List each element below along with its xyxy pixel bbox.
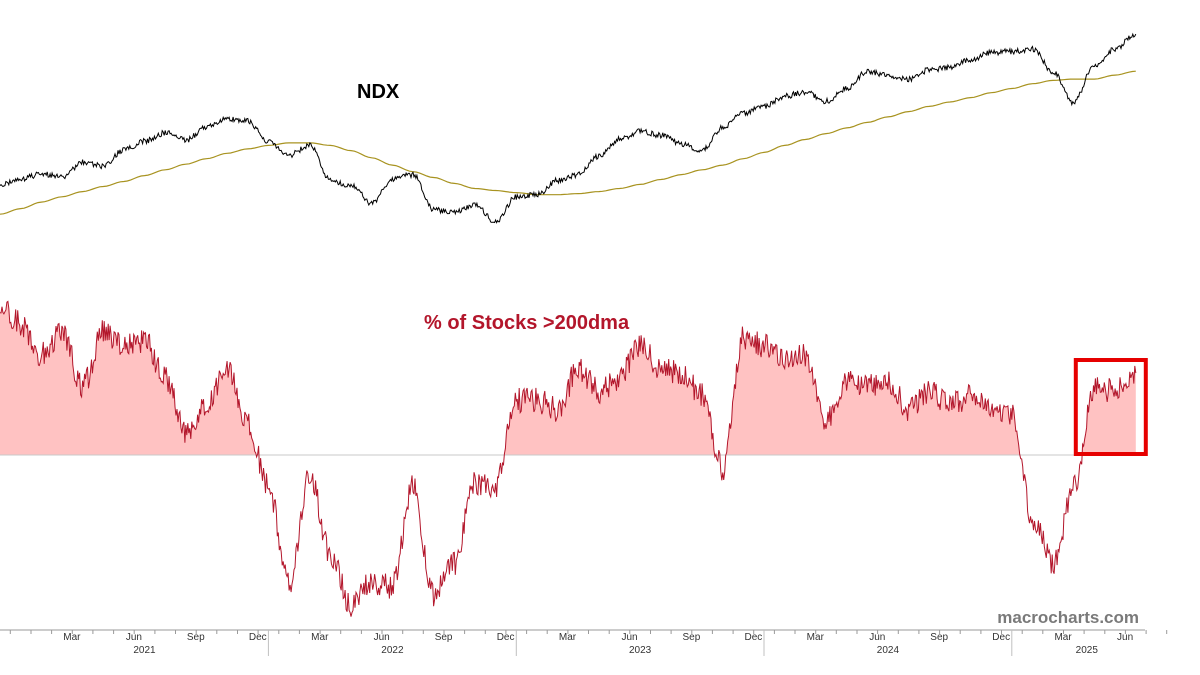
- year-label: 2024: [877, 645, 900, 656]
- month-ticks: [9, 630, 1168, 634]
- month-label: Jun: [126, 632, 142, 643]
- breadth-area-fill: [0, 301, 1136, 455]
- year-label: 2025: [1076, 645, 1099, 656]
- x-axis: Mar Jun Sep Dec Mar Jun Sep Dec Mar Jun Sep Dec Mar J…: [0, 629, 1168, 656]
- month-label: Mar: [311, 632, 329, 643]
- month-label: Dec: [497, 632, 515, 643]
- month-labels: Mar Jun Sep Dec Mar Jun Sep Dec Mar Jun Sep Dec Mar J…: [63, 632, 1133, 643]
- ndx-price-line: [0, 32, 1137, 224]
- year-label: 2021: [133, 645, 156, 656]
- breadth-line: [0, 300, 1137, 617]
- breadth-title: % of Stocks >200dma: [424, 312, 630, 334]
- breadth-panel: [0, 300, 1148, 617]
- month-label: Mar: [1054, 632, 1072, 643]
- ndx-panel: [0, 32, 1137, 224]
- month-label: Jun: [374, 632, 390, 643]
- month-label: Jun: [869, 632, 885, 643]
- month-label: Mar: [559, 632, 577, 643]
- year-labels: 2021 2022 2023 2024 2025: [133, 645, 1098, 656]
- month-label: Dec: [249, 632, 267, 643]
- month-label: Sep: [683, 632, 701, 643]
- month-label: Mar: [63, 632, 81, 643]
- month-label: Dec: [992, 632, 1010, 643]
- ndx-title: NDX: [357, 81, 400, 103]
- month-label: Dec: [745, 632, 763, 643]
- month-label: Sep: [435, 632, 453, 643]
- watermark-text: macrocharts.com: [997, 608, 1139, 627]
- month-label: Sep: [930, 632, 948, 643]
- month-label: Jun: [621, 632, 637, 643]
- year-label: 2022: [381, 645, 404, 656]
- year-label: 2023: [629, 645, 652, 656]
- highlight-box: [1073, 358, 1148, 456]
- ndx-moving-average-line: [0, 70, 1136, 215]
- year-separators: [267, 630, 1013, 656]
- month-label: Sep: [187, 632, 205, 643]
- month-label: Mar: [807, 632, 825, 643]
- month-label: Jun: [1117, 632, 1133, 643]
